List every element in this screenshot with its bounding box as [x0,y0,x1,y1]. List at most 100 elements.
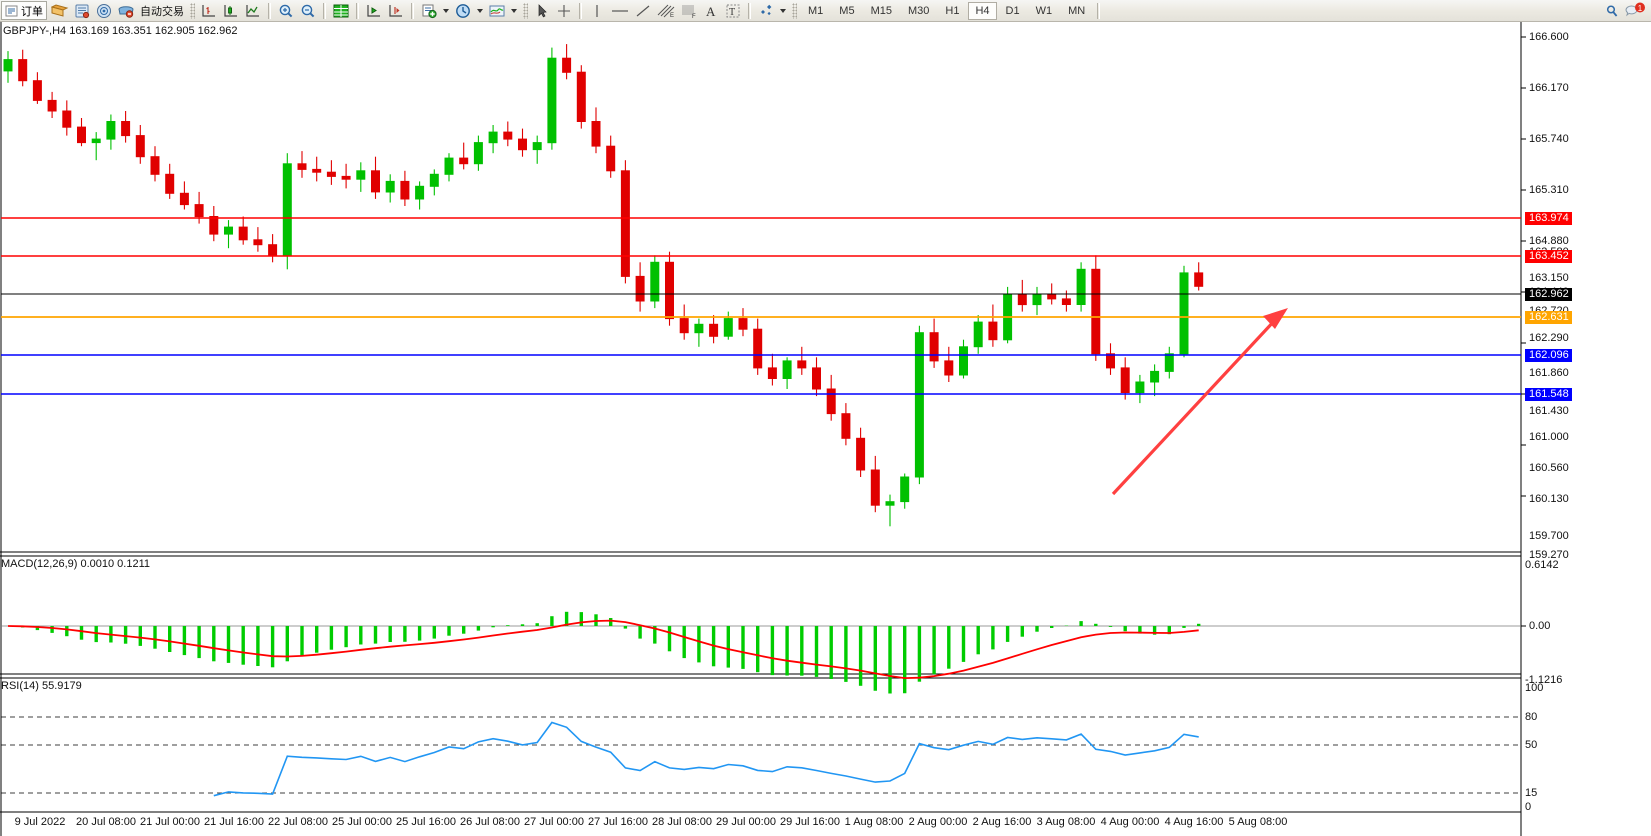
rsi-scale-15: 15 [1525,787,1538,799]
rsi-scale-50: 50 [1525,739,1538,751]
macd-histogram [21,611,1201,694]
zoom-in-button[interactable] [276,1,296,21]
macd-signal-line [7,619,1199,680]
cursor-button[interactable] [532,1,552,21]
price-label-165740: 165.740 [1529,133,1569,145]
candlestick-chart-button[interactable] [221,1,241,21]
line-chart-icon [246,4,259,17]
folder-icon [51,3,69,17]
tf-w1[interactable]: W1 [1035,4,1053,17]
price-label-160560: 160.560 [1529,462,1569,474]
time-label-19: 5 Aug 08:00 [1228,816,1288,828]
alert-badge-count: 1 [1638,4,1643,13]
tf-m5[interactable]: M5 [839,4,855,17]
price-label-162290: 162.290 [1529,332,1569,344]
alerts-button[interactable]: 1 [1624,1,1646,21]
signals-button[interactable] [94,1,114,21]
bullish-trend-arrow[interactable] [1111,308,1288,496]
text-button[interactable]: A [701,1,721,21]
horizontal-line-button[interactable] [609,1,631,21]
toolbar-grip-2[interactable] [523,2,528,19]
price-label-166170: 166.170 [1529,82,1569,94]
macd-scale-min: -1.1216 [1525,674,1563,686]
time-label-17: 4 Aug 00:00 [1100,816,1160,828]
cursor-icon [538,3,547,17]
chart-canvas[interactable]: GBPJPY-,H4 163.169 163.351 162.905 162.9… [0,22,1651,836]
new-order-label: 订单 [21,5,43,18]
fibonacci-button[interactable]: F [679,1,699,21]
trendline-button[interactable] [633,1,653,21]
bar-chart-button[interactable] [199,1,219,21]
objects-dropdown-caret[interactable] [780,8,786,13]
time-label-15: 2 Aug 16:00 [972,816,1032,828]
autotrade-label: 自动交易 [140,5,184,18]
label-icon: T [726,4,740,18]
autotrade-icon [118,5,134,18]
toolbar-divider-5 [579,2,582,19]
market-watch-button[interactable] [331,1,351,21]
templates-dropdown-caret[interactable] [511,8,517,13]
data-window-button[interactable] [72,1,92,21]
equidistant-channel-icon: E [657,4,675,19]
new-order-icon [5,5,18,16]
tf-d1[interactable]: D1 [1005,4,1020,17]
vertical-line-icon [596,4,598,17]
time-axis: 9 Jul 2022 20 Jul 08:00 21 Jul 00:00 21 … [0,814,1651,836]
panel-frames [0,22,1522,836]
search-button[interactable] [1602,1,1622,21]
svg-text:A: A [706,4,716,19]
period-button[interactable] [453,1,473,21]
tf-m30[interactable]: M30 [907,4,930,17]
tf-m1[interactable]: M1 [808,4,824,17]
price-tag-163974[interactable]: 163.974 [1525,212,1572,225]
time-label-18: 4 Aug 16:00 [1164,816,1224,828]
tf-mn[interactable]: MN [1068,4,1086,17]
trendline-icon [636,5,650,16]
tf-m15[interactable]: M15 [870,4,892,17]
price-label-160130: 160.130 [1529,493,1569,505]
vertical-line-button[interactable] [587,1,607,21]
price-tag-162631[interactable]: 162.631 [1525,311,1572,324]
svg-text:T: T [729,7,735,18]
auto-scroll-button[interactable] [386,1,406,21]
horizontal-line-icon [612,9,628,12]
rsi-panel [1,716,1521,797]
rsi-scale-0: 0 [1525,801,1532,813]
label-button[interactable]: T [723,1,743,21]
new-order-button[interactable]: 订单 [1,1,47,20]
price-tag-162096[interactable]: 162.096 [1525,349,1572,362]
time-label-6: 25 Jul 16:00 [396,816,456,828]
time-label-11: 29 Jul 00:00 [716,816,776,828]
chart-plot [0,22,1526,836]
rsi-scale-80: 80 [1525,711,1538,723]
indicators-dropdown-caret[interactable] [443,8,449,13]
indicators-button[interactable] [419,1,439,21]
line-chart-button[interactable] [243,1,263,21]
time-label-4: 22 Jul 08:00 [268,816,328,828]
objects-button[interactable] [756,1,776,21]
templates-button[interactable] [487,1,507,21]
tf-h4[interactable]: H4 [968,1,997,20]
chart-header-ohlc: GBPJPY-,H4 163.169 163.351 162.905 162.9… [3,25,238,37]
folder-button[interactable] [50,1,70,21]
period-dropdown-caret[interactable] [477,8,483,13]
toolbar-divider-6 [748,2,751,19]
shift-end-button[interactable] [364,1,384,21]
price-axis-ticks [1521,36,1526,497]
shift-end-icon [367,4,380,17]
tf-h1[interactable]: H1 [945,4,960,17]
time-label-14: 2 Aug 00:00 [908,816,968,828]
crosshair-button[interactable] [554,1,574,21]
zoom-out-button[interactable] [298,1,318,21]
bar-chart-icon [202,4,215,17]
autotrade-button[interactable] [116,1,136,21]
toolbar-grip-1[interactable] [190,2,195,19]
price-tag-163452[interactable]: 163.452 [1525,250,1572,263]
equidistant-channel-button[interactable]: E [655,1,677,21]
market-watch-icon [333,4,349,17]
price-label-166600: 166.600 [1529,31,1569,43]
toolbar-grip-3[interactable] [792,2,797,19]
price-tag-161548[interactable]: 161.548 [1525,388,1572,401]
rsi-series [213,721,1199,797]
